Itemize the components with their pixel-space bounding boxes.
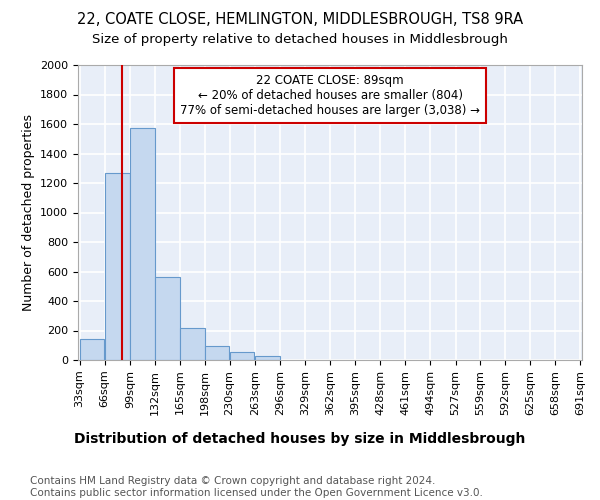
Bar <box>155 276 180 360</box>
Bar <box>205 346 229 360</box>
Bar <box>255 356 280 360</box>
Bar <box>80 340 104 360</box>
Y-axis label: Number of detached properties: Number of detached properties <box>22 114 35 311</box>
Text: Contains HM Land Registry data © Crown copyright and database right 2024.
Contai: Contains HM Land Registry data © Crown c… <box>30 476 483 498</box>
Text: 22 COATE CLOSE: 89sqm
← 20% of detached houses are smaller (804)
77% of semi-det: 22 COATE CLOSE: 89sqm ← 20% of detached … <box>180 74 480 117</box>
Bar <box>105 174 130 360</box>
Bar <box>180 328 205 360</box>
Text: Size of property relative to detached houses in Middlesbrough: Size of property relative to detached ho… <box>92 32 508 46</box>
Text: 22, COATE CLOSE, HEMLINGTON, MIDDLESBROUGH, TS8 9RA: 22, COATE CLOSE, HEMLINGTON, MIDDLESBROU… <box>77 12 523 28</box>
Bar <box>230 352 254 360</box>
Text: Distribution of detached houses by size in Middlesbrough: Distribution of detached houses by size … <box>74 432 526 446</box>
Bar <box>130 128 155 360</box>
